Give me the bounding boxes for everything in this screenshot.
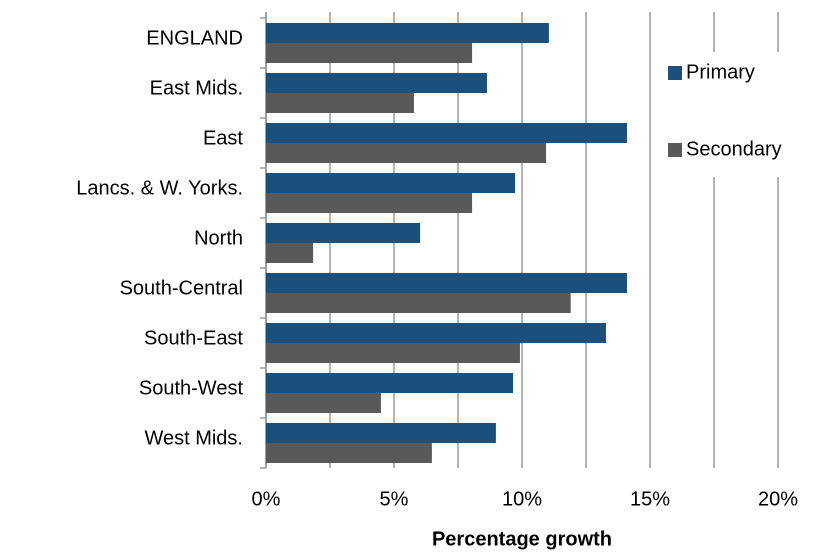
bar [266, 123, 627, 143]
bar [266, 373, 514, 393]
bar [266, 93, 414, 113]
bar [266, 243, 314, 263]
legend-label: Primary [686, 61, 755, 83]
legend-swatch [668, 66, 682, 80]
bar [266, 23, 549, 43]
y-tick-label: West Mids. [144, 427, 243, 449]
x-axis-label: Percentage growth [432, 528, 612, 550]
bar [266, 343, 520, 363]
x-tick-label: 0% [252, 488, 281, 510]
bar [266, 423, 496, 443]
bar [266, 273, 627, 293]
y-tick-label: ENGLAND [146, 27, 243, 49]
x-tick-label: 20% [758, 488, 798, 510]
y-tick-label: North [194, 227, 243, 249]
bar [266, 143, 547, 163]
x-tick-label: 5% [380, 488, 409, 510]
bar [266, 443, 432, 463]
bar [266, 223, 421, 243]
x-tick-label: 15% [630, 488, 670, 510]
bar [266, 393, 381, 413]
bar [266, 43, 473, 63]
bar [266, 293, 571, 313]
bar [266, 73, 487, 93]
y-tick-label: South-West [139, 377, 244, 399]
y-tick-label: East [203, 127, 243, 149]
bar [266, 173, 516, 193]
legend-swatch [668, 143, 682, 157]
y-tick-label: East Mids. [150, 77, 243, 99]
y-tick-label: South-Central [120, 277, 243, 299]
legend-label: Secondary [686, 138, 782, 160]
y-tick-label: Lancs. & W. Yorks. [76, 177, 243, 199]
bar [266, 323, 606, 343]
x-tick-label: 10% [502, 488, 542, 510]
legend-box [664, 52, 817, 177]
bar [266, 193, 473, 213]
y-tick-label: South-East [144, 327, 243, 349]
